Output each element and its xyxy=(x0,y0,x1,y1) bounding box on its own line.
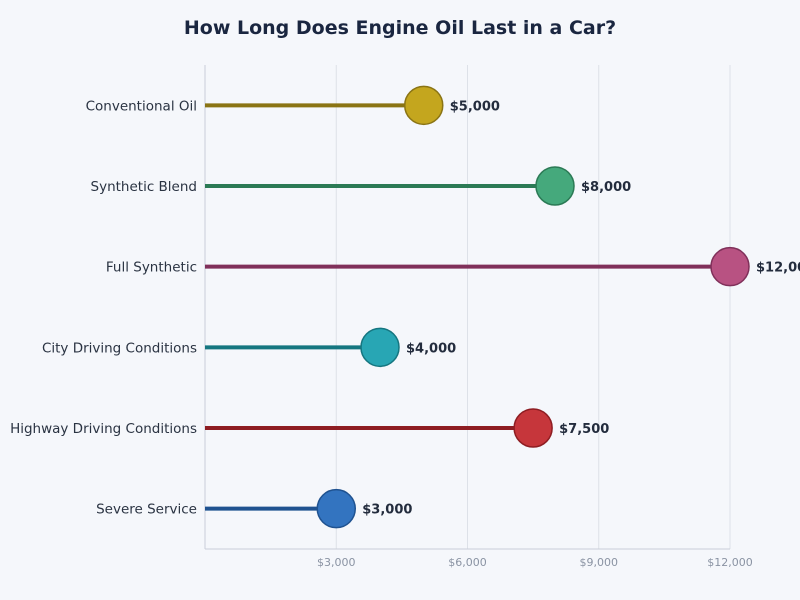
data-label: $4,000 xyxy=(406,341,456,356)
x-tick-label: $3,000 xyxy=(317,556,356,569)
x-tick-label: $6,000 xyxy=(448,556,487,569)
category-label: City Driving Conditions xyxy=(42,340,197,356)
data-label: $7,500 xyxy=(559,422,609,437)
chart-title: How Long Does Engine Oil Last in a Car? xyxy=(184,17,616,39)
marks: $5,000 $8,000 $12,000 $4,000 $7,500 $3,000 xyxy=(205,85,800,529)
x-tick-label: $9,000 xyxy=(580,556,619,569)
axes: $3,000 $6,000 $9,000 $12,000 Conventional Oi… xyxy=(10,65,753,569)
data-label: $12,000 xyxy=(756,261,800,276)
category-label: Conventional Oil xyxy=(86,98,197,114)
lollipop-dot xyxy=(710,246,750,287)
grid xyxy=(335,65,731,549)
lollipop-dot xyxy=(316,488,356,529)
category-label: Severe Service xyxy=(96,502,197,518)
data-label: $8,000 xyxy=(581,180,631,195)
lollipop-dot xyxy=(360,327,400,368)
category-label: Full Synthetic xyxy=(106,260,197,276)
category-label: Highway Driving Conditions xyxy=(10,421,197,437)
lollipop-dot xyxy=(513,408,553,448)
lollipop-dot xyxy=(535,166,575,206)
category-label: Synthetic Blend xyxy=(91,179,197,195)
x-tick-label: $12,000 xyxy=(707,556,753,569)
data-label: $3,000 xyxy=(362,503,412,518)
data-label: $5,000 xyxy=(450,99,500,114)
lollipop-dot xyxy=(404,85,444,126)
